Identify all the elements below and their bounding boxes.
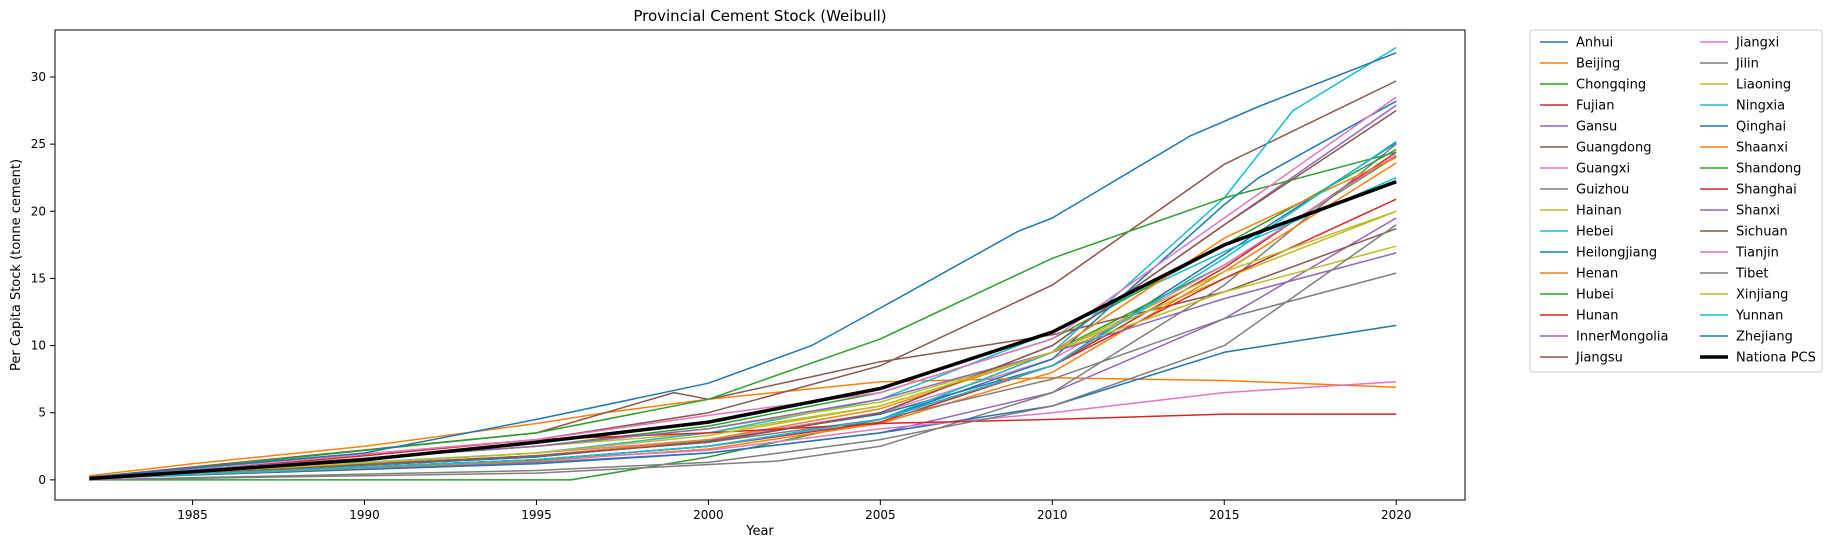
y-axis-label: Per Capita Stock (tonne cement) [9,159,24,371]
series-line-anhui [89,142,1397,480]
series-line-heilongjiang [89,324,1397,480]
x-tick-label: 2020 [1381,508,1412,522]
x-axis-label: Year [745,524,774,539]
y-tick-label: 5 [38,406,46,420]
legend-label: Anhui [1576,36,1613,51]
series-line-guangdong [89,227,1397,478]
legend-label: Shanxi [1736,204,1780,219]
legend-label: Yunnan [1735,309,1783,324]
y-tick-label: 0 [38,473,46,487]
series-line-shandong [89,151,1397,480]
legend-label: Tibet [1735,267,1769,282]
legend-label: Gansu [1576,120,1617,135]
series-line-jiangsu [89,80,1397,478]
series-line-tibet [89,224,1397,481]
legend-label: Beijing [1576,57,1620,72]
legend-label: Tianjin [1735,246,1779,261]
legend-label: Jiangsu [1575,351,1623,366]
y-tick-label: 15 [31,271,46,285]
legend-label: Fujian [1576,99,1614,114]
x-tick-label: 1990 [349,508,380,522]
y-tick-label: 20 [31,204,46,218]
legend-label: Nationa PCS [1736,351,1816,366]
legend-items: Anhui Beijing Chongqing Fujian Gansu Guangdon… [1540,36,1816,366]
legend-label: Hunan [1576,309,1618,324]
plot-frame [54,29,1466,501]
legend-label: Guangdong [1576,141,1651,156]
y-tick-label: 25 [31,137,46,151]
legend-label: Xinjiang [1736,288,1788,303]
series-line-tianjin [89,96,1397,478]
legend-label: Jiangxi [1735,36,1779,51]
ticks-layer: 1985 1990 1995 2000 2005 2010 2015 2020 0 5 10 15 20… [31,70,1412,522]
series-line-jilin [89,272,1397,480]
legend-label: Ningxia [1736,99,1785,114]
legend-label: Hebei [1576,225,1614,240]
x-tick-label: 2010 [1037,508,1068,522]
legend-label: Guizhou [1576,183,1629,198]
series-line-shanxi [89,252,1397,478]
series-line-yunnan [89,140,1397,480]
x-tick-label: 1995 [521,508,552,522]
legend-label: Qinghai [1736,120,1786,135]
legend-label: Guangxi [1576,162,1630,177]
legend-label: Chongqing [1576,78,1646,93]
legend-label: Jilin [1735,57,1759,72]
legend-label: Hubei [1576,288,1614,303]
series-line-zhejiang [89,52,1397,478]
legend-label: Zhejiang [1736,330,1793,345]
series-layer [89,46,1397,481]
series-line-xinjiang [89,210,1397,480]
legend-label: Heilongjiang [1576,246,1657,261]
y-tick-label: 10 [31,339,46,353]
legend-label: Hainan [1576,204,1622,219]
x-tick-label: 2015 [1209,508,1240,522]
legend-label: InnerMongolia [1576,330,1668,345]
y-tick-label: 30 [31,70,46,84]
legend-label: Shandong [1736,162,1801,177]
chart-title: Provincial Cement Stock (Weibull) [633,7,886,25]
legend-frame [1529,29,1823,373]
legend: Anhui Beijing Chongqing Fujian Gansu Guangdon… [1529,29,1823,373]
legend-label: Shanghai [1736,183,1797,198]
x-tick-label: 2000 [693,508,724,522]
series-line-nationa-pcs [89,180,1397,481]
legend-label: Liaoning [1736,78,1791,93]
x-tick-label: 1985 [177,508,208,522]
legend-label: Shaanxi [1736,141,1788,156]
legend-label: Henan [1576,267,1618,282]
series-line-sichuan [89,109,1397,480]
series-line-guizhou [89,143,1397,481]
legend-label: Sichuan [1736,225,1788,240]
x-tick-label: 2005 [865,508,896,522]
